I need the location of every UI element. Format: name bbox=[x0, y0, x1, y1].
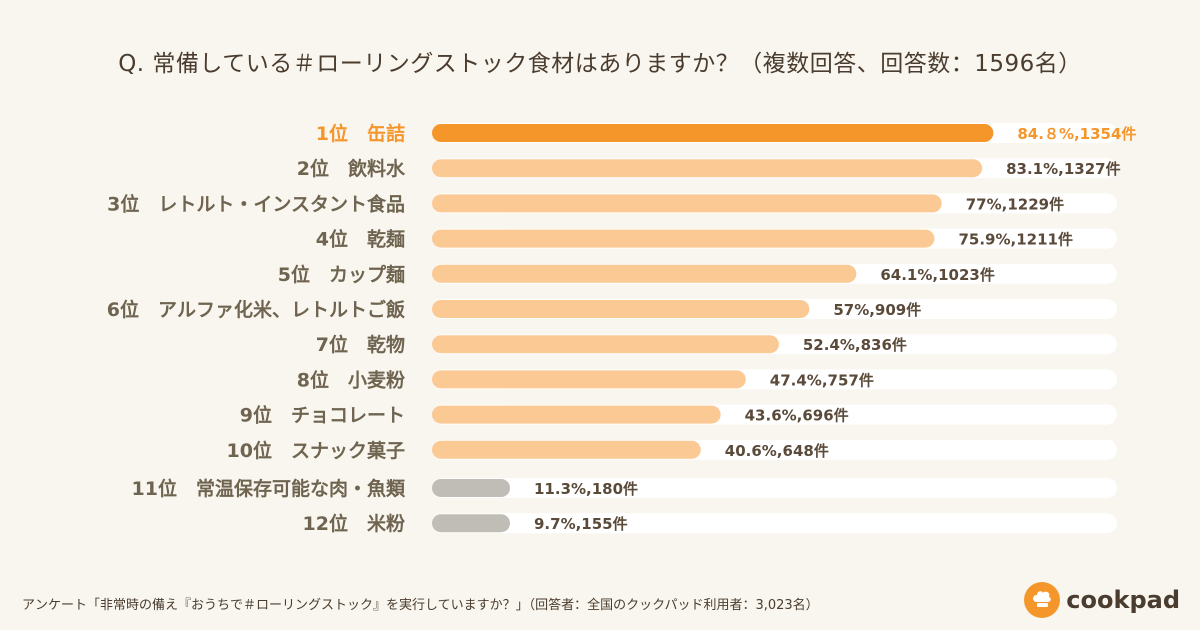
data-label: 40.6%,648件 bbox=[725, 442, 829, 460]
chart-title: Q. 常備している＃ローリングストック食材はありますか？（複数回答、回答数：15… bbox=[118, 51, 1082, 77]
data-label: 57%,909件 bbox=[833, 301, 921, 319]
survey-footnote: アンケート「非常時の備え『おうちで＃ローリングストック』を実行していますか？」（… bbox=[22, 598, 819, 613]
bar[interactable] bbox=[432, 514, 510, 533]
category-label: 12位 米粉 bbox=[303, 512, 405, 535]
category-label: 5位 カップ麺 bbox=[278, 263, 405, 286]
bar[interactable] bbox=[432, 300, 810, 318]
data-label: 77%,1229件 bbox=[966, 195, 1064, 213]
category-label: 6位 アルファ化米、レトルトご飯 bbox=[107, 298, 405, 321]
category-label: 10位 スナック菓子 bbox=[227, 439, 405, 462]
cookpad-logo[interactable]: cookpad bbox=[1024, 580, 1180, 620]
chef-hat-icon bbox=[1024, 582, 1061, 618]
category-label: 1位 缶詰 bbox=[316, 122, 405, 145]
bar-track bbox=[432, 478, 1117, 498]
bar[interactable] bbox=[432, 159, 983, 178]
category-label: 9位 チョコレート bbox=[240, 404, 405, 427]
data-label: 64.1%,1023件 bbox=[880, 266, 995, 284]
bar-chart: 1位 缶詰 84.８%,1354件 2位 飲料水 83.1%,1327件 3位 レトルト… bbox=[107, 122, 1137, 535]
category-label: 3位 レトルト・インスタント食品 bbox=[107, 192, 405, 215]
bar[interactable] bbox=[432, 264, 857, 283]
data-label: 52.4%,836件 bbox=[803, 336, 907, 354]
data-label: 47.4%,757件 bbox=[770, 371, 874, 389]
bar[interactable] bbox=[432, 479, 510, 497]
data-label: 84.８%,1354件 bbox=[1017, 125, 1136, 143]
bar[interactable] bbox=[432, 229, 935, 248]
category-label: 2位 飲料水 bbox=[297, 157, 406, 180]
bar-track bbox=[432, 513, 1117, 534]
bar[interactable] bbox=[432, 194, 942, 213]
data-label: 9.7%,155件 bbox=[534, 515, 628, 533]
bar[interactable] bbox=[432, 370, 746, 389]
category-label: 11位 常温保存可能な肉・魚類 bbox=[132, 477, 406, 500]
brand-name: cookpad bbox=[1066, 586, 1180, 614]
data-label: 43.6%,696件 bbox=[745, 407, 849, 425]
category-label: 7位 乾物 bbox=[316, 333, 405, 356]
category-label: 8位 小麦粉 bbox=[297, 368, 405, 391]
data-label: 75.9%,1211件 bbox=[958, 231, 1073, 249]
category-label: 4位 乾麺 bbox=[316, 228, 405, 251]
data-label: 83.1%,1327件 bbox=[1006, 160, 1121, 178]
bar[interactable] bbox=[432, 335, 779, 354]
data-label: 11.3%,180件 bbox=[534, 480, 638, 498]
bar[interactable] bbox=[432, 124, 994, 142]
bar[interactable] bbox=[432, 405, 721, 424]
bar[interactable] bbox=[432, 440, 701, 459]
